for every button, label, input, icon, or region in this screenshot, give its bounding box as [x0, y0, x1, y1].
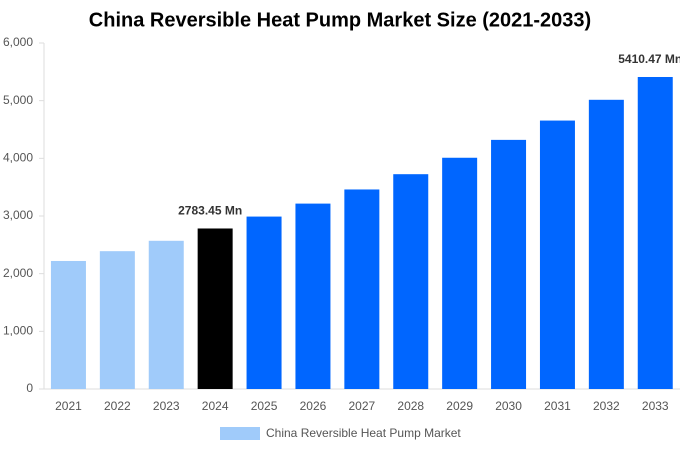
bar — [491, 139, 527, 389]
x-tick-label: 2022 — [104, 399, 131, 413]
x-tick-label: 2028 — [397, 399, 424, 413]
bar — [295, 203, 331, 389]
bar — [50, 260, 86, 389]
x-tick-label: 2023 — [153, 399, 180, 413]
x-tick-label: 2024 — [202, 399, 229, 413]
y-tick-label: 2,000 — [3, 266, 33, 280]
bar — [246, 216, 282, 389]
legend-label: China Reversible Heat Pump Market — [266, 426, 461, 440]
value-label: 5410.47 Mn — [618, 52, 680, 66]
x-tick-label: 2033 — [642, 399, 669, 413]
x-tick-label: 2025 — [251, 399, 278, 413]
x-tick-label: 2021 — [55, 399, 82, 413]
bar — [588, 99, 624, 389]
value-label: 2783.45 Mn — [178, 204, 242, 218]
y-tick-label: 1,000 — [3, 324, 33, 338]
y-tick-label: 0 — [26, 381, 33, 395]
x-tick-label: 2032 — [593, 399, 620, 413]
x-tick-label: 2027 — [348, 399, 375, 413]
x-tick-label: 2029 — [446, 399, 473, 413]
y-tick-label: 5,000 — [3, 93, 33, 107]
x-tick-label: 2031 — [544, 399, 571, 413]
y-tick-label: 3,000 — [3, 208, 33, 222]
y-tick-label: 6,000 — [3, 35, 33, 49]
bar — [197, 228, 233, 389]
bar — [393, 174, 429, 389]
legend-swatch — [220, 427, 260, 440]
bar — [99, 251, 135, 389]
x-tick-label: 2026 — [300, 399, 327, 413]
bar — [539, 120, 575, 389]
bar — [148, 240, 184, 389]
bar — [637, 76, 673, 390]
y-tick-label: 4,000 — [3, 151, 33, 165]
bar — [442, 157, 478, 389]
bar — [344, 189, 380, 389]
x-tick-label: 2030 — [495, 399, 522, 413]
chart-title: China Reversible Heat Pump Market Size (… — [89, 9, 591, 31]
